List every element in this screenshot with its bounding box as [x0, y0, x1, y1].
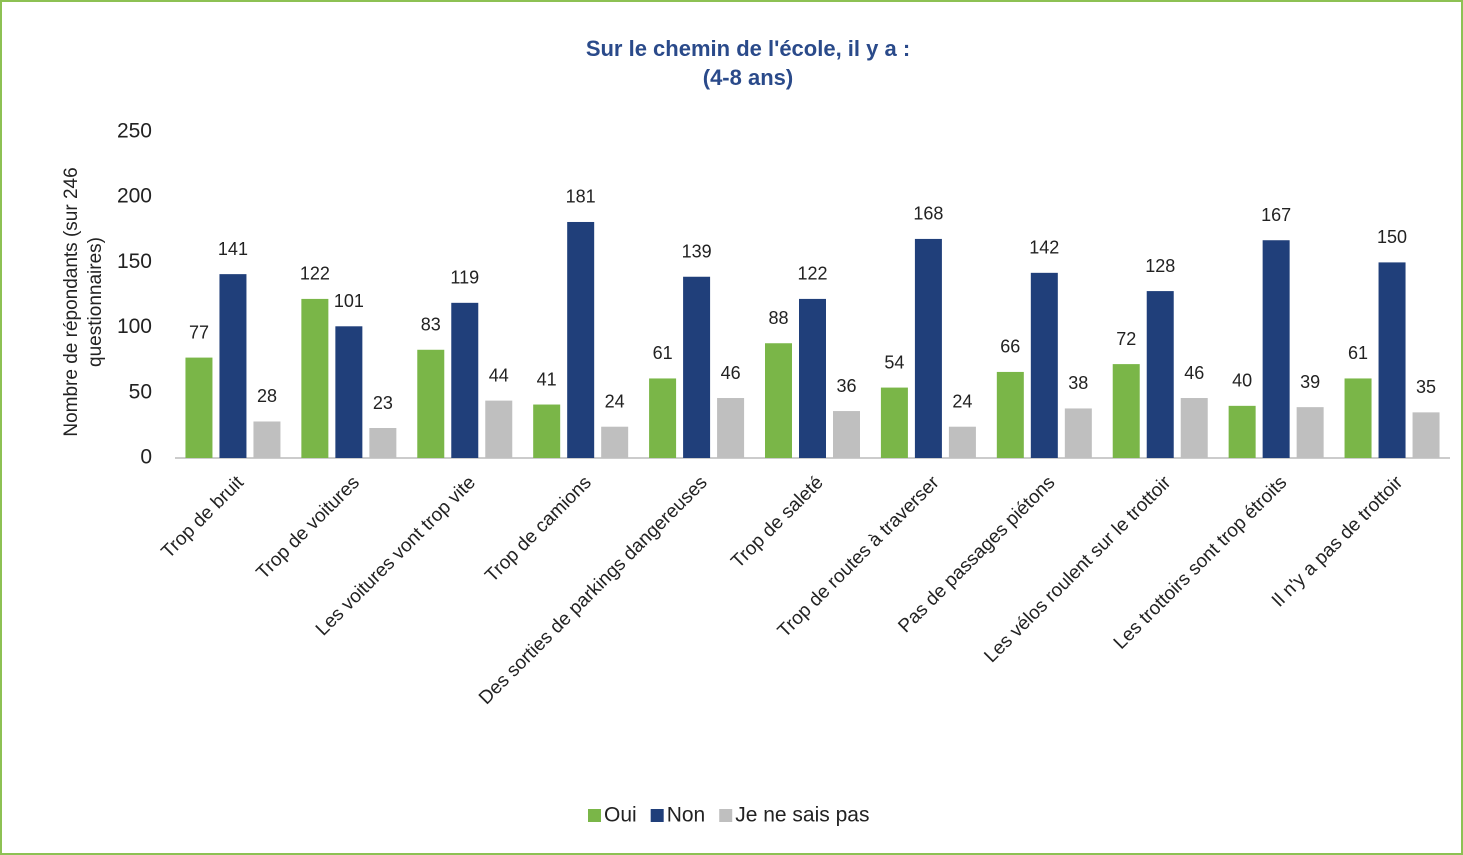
- legend-label: Je ne sais pas: [735, 804, 869, 827]
- data-label: 72: [1116, 329, 1136, 349]
- bar: [1262, 240, 1290, 458]
- data-label: 141: [218, 239, 248, 259]
- y-tick-label: 200: [117, 185, 152, 208]
- data-label: 77: [189, 322, 209, 342]
- y-tick-label: 0: [140, 446, 152, 469]
- bar: [1112, 364, 1140, 458]
- bar: [185, 357, 213, 458]
- data-label: 24: [952, 391, 972, 411]
- data-label: 46: [721, 363, 741, 383]
- y-axis-title-line: Nombre de répondants (sur 246: [61, 167, 82, 436]
- y-axis-title-line: questionnaires): [85, 237, 106, 367]
- y-tick-label: 50: [129, 380, 152, 403]
- bar: [914, 238, 942, 458]
- data-label: 46: [1184, 363, 1204, 383]
- data-label: 36: [836, 376, 856, 396]
- y-tick-label: 150: [117, 250, 152, 273]
- bar: [417, 349, 445, 458]
- data-label: 101: [334, 291, 364, 311]
- bar: [1180, 398, 1208, 458]
- chart-title: Sur le chemin de l'école, il y a :: [586, 36, 910, 61]
- data-label: 181: [566, 187, 596, 207]
- legend-swatch: [588, 809, 601, 822]
- data-label: 28: [257, 386, 277, 406]
- data-label: 83: [421, 315, 441, 335]
- data-label: 88: [768, 308, 788, 328]
- data-label: 35: [1416, 377, 1436, 397]
- bar: [369, 428, 397, 458]
- bar: [533, 404, 561, 458]
- data-label: 119: [450, 268, 479, 288]
- bar: [1344, 378, 1372, 458]
- data-label: 38: [1068, 373, 1088, 393]
- data-label: 41: [537, 369, 557, 389]
- bar: [765, 343, 792, 458]
- bar: [948, 426, 976, 458]
- data-label: 128: [1145, 256, 1175, 276]
- bar: [253, 421, 281, 458]
- bar: [683, 276, 711, 458]
- bar: [567, 221, 595, 458]
- chart-subtitle: (4-8 ans): [703, 65, 793, 90]
- data-label: 44: [489, 365, 509, 385]
- bar: [1228, 405, 1256, 458]
- bar: [335, 326, 363, 458]
- bar: [799, 298, 826, 458]
- bar: [1412, 412, 1440, 458]
- data-label: 23: [373, 393, 393, 413]
- bar: [601, 426, 629, 458]
- bar: [880, 387, 908, 458]
- data-label: 139: [682, 241, 712, 261]
- data-label: 142: [1029, 238, 1059, 258]
- legend-swatch: [650, 809, 664, 822]
- data-label: 61: [653, 343, 673, 363]
- data-label: 24: [605, 391, 625, 411]
- y-tick-label: 100: [117, 315, 152, 338]
- bar: [219, 274, 247, 458]
- bar: [1146, 291, 1174, 458]
- legend-label: Oui: [604, 804, 637, 827]
- bar: [301, 298, 329, 458]
- data-label: 66: [1000, 337, 1020, 357]
- data-label: 39: [1300, 372, 1320, 392]
- data-label: 122: [797, 264, 827, 284]
- data-label: 122: [300, 264, 330, 284]
- data-label: 150: [1377, 227, 1407, 247]
- data-label: 168: [913, 204, 943, 224]
- y-tick-label: 250: [117, 120, 152, 143]
- bar: [833, 411, 860, 458]
- bar: [451, 302, 479, 458]
- bar: [1378, 262, 1406, 458]
- data-label: 61: [1348, 343, 1368, 363]
- bar: [996, 371, 1024, 458]
- data-label: 54: [884, 352, 904, 372]
- bar: [1064, 408, 1092, 458]
- bar: [1030, 272, 1058, 458]
- bar: [485, 400, 513, 458]
- data-label: 167: [1261, 205, 1291, 225]
- bar: [717, 398, 745, 458]
- bar: [1296, 407, 1324, 458]
- legend-swatch: [719, 809, 733, 822]
- bar: [649, 378, 677, 458]
- y-axis-title: Nombre de répondants (sur 246 questionna…: [61, 167, 106, 436]
- legend-label: Non: [667, 804, 706, 827]
- data-label: 40: [1232, 371, 1252, 391]
